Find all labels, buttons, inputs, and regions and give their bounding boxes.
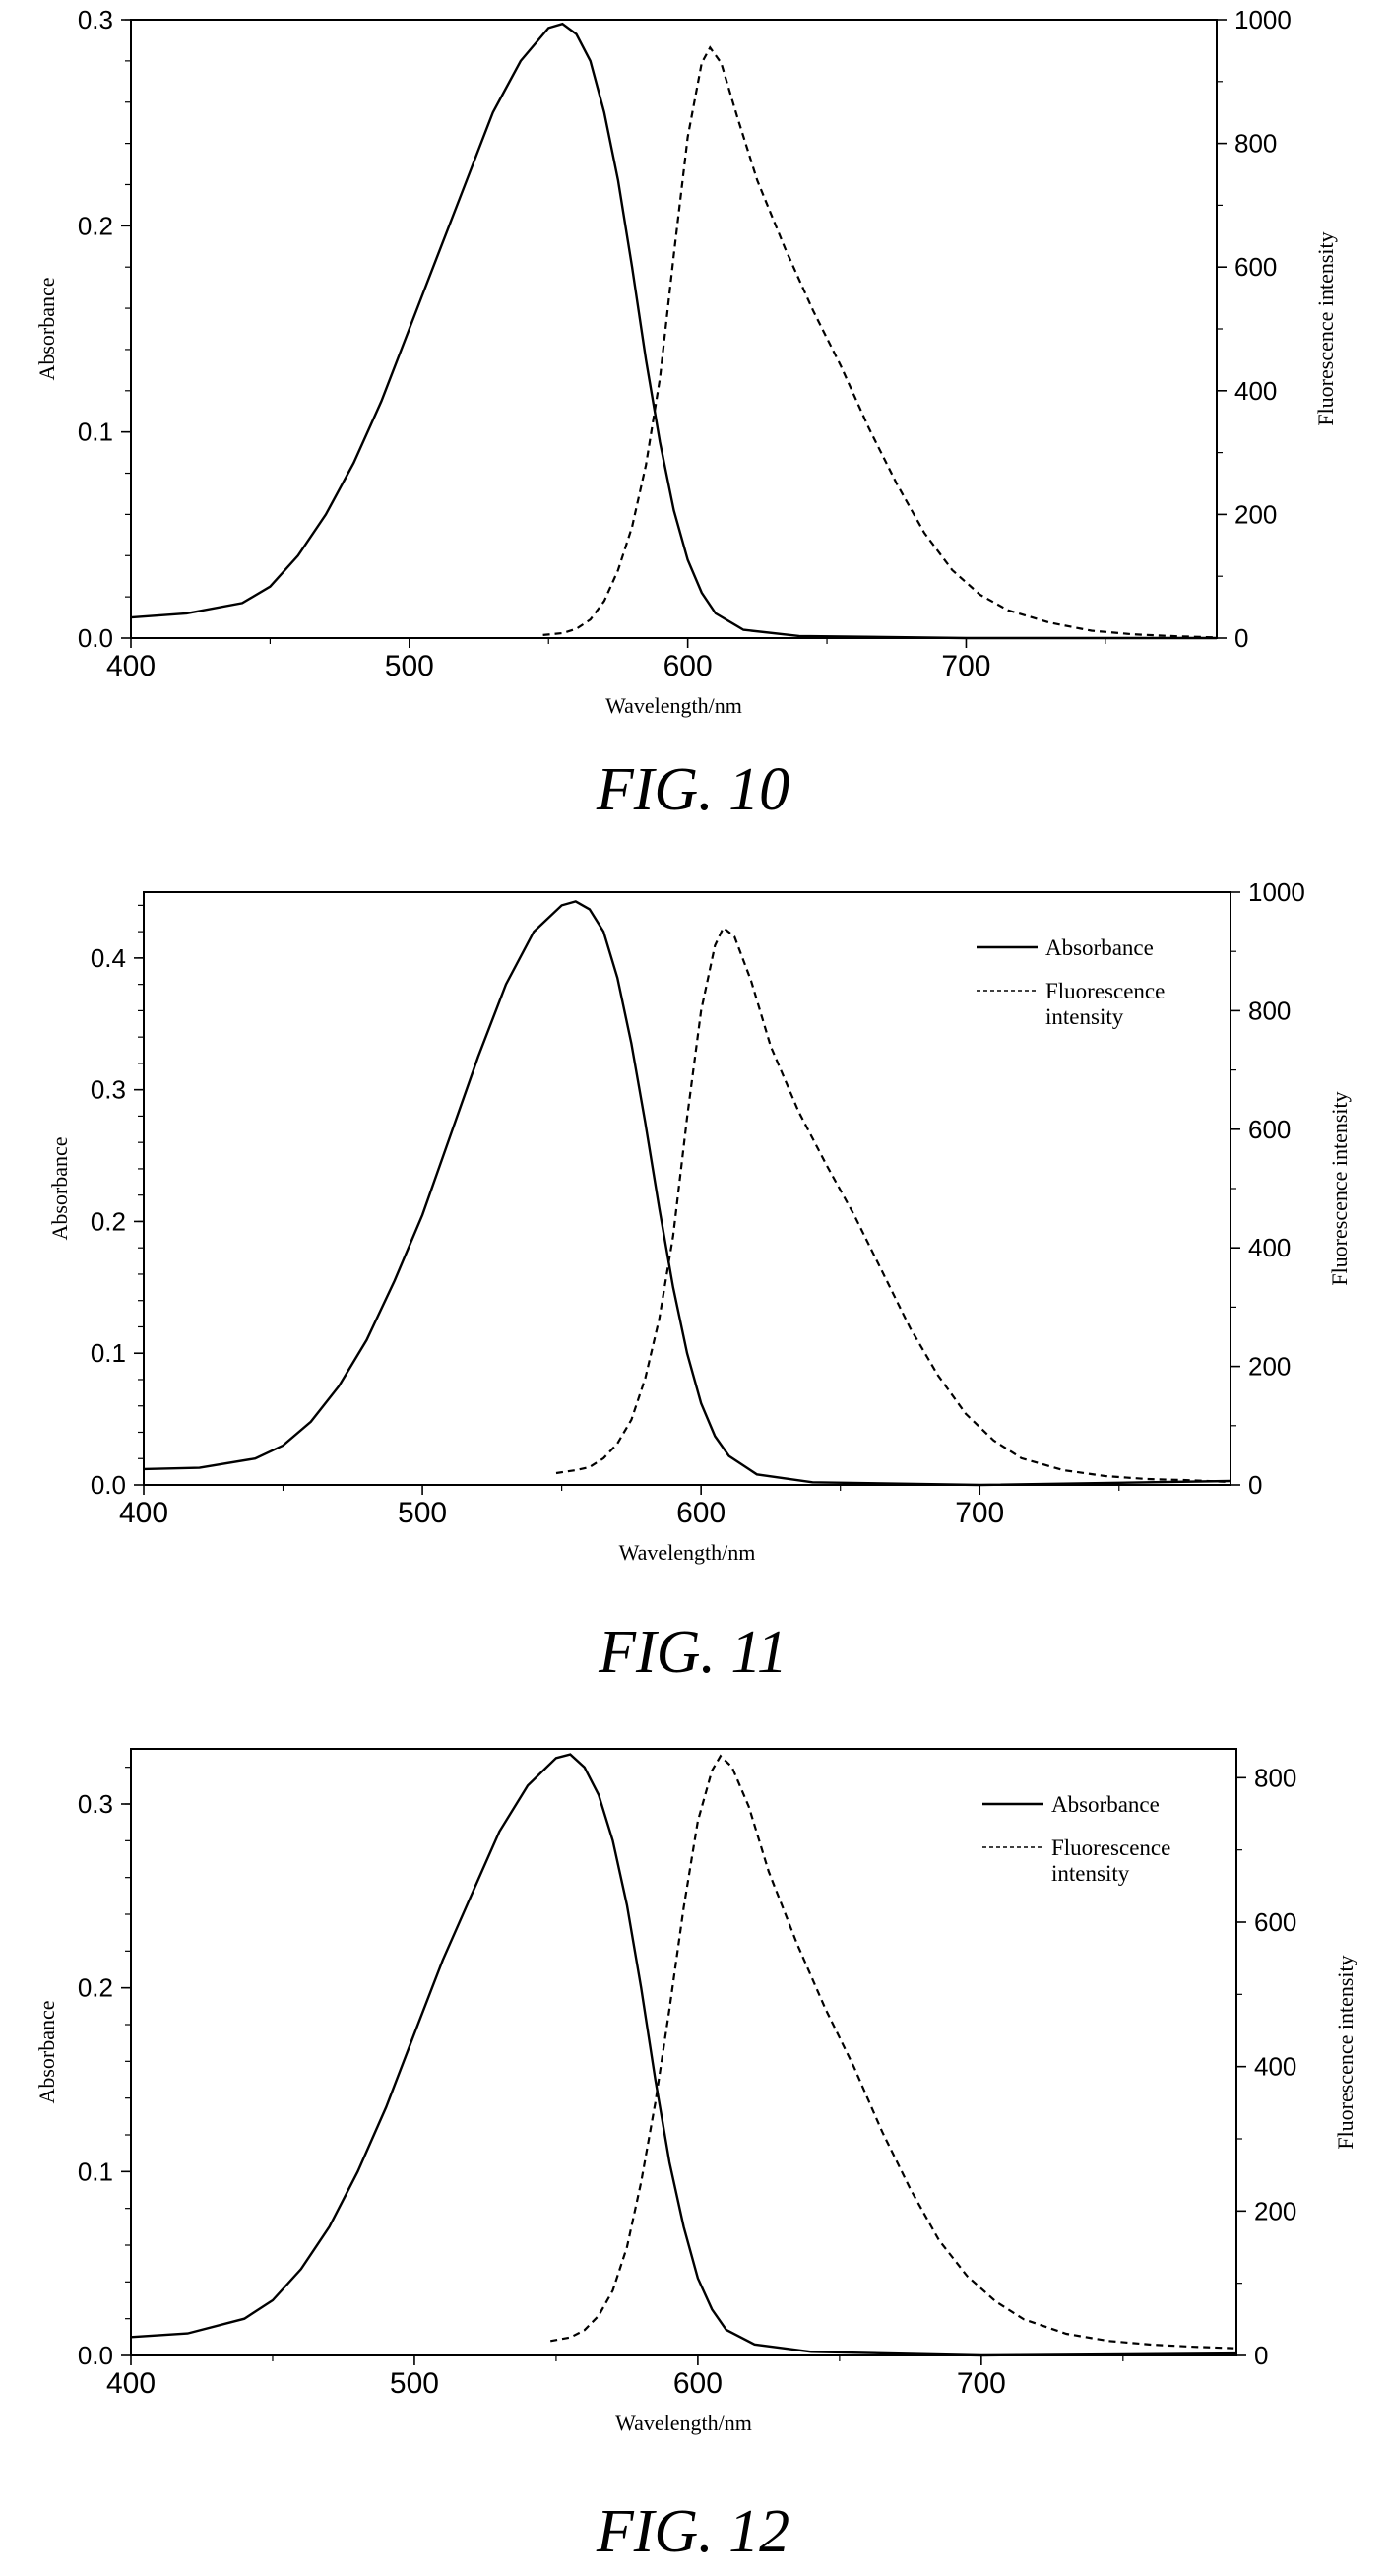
x-tick-label: 400 [119, 1497, 168, 1529]
figure-11: 400 500 600 700 0.0 0.1 0.2 0.3 0.4 0 200 400 600 800… [47, 877, 1352, 1686]
figure-12: 400 500 600 700 0.0 0.1 0.2 0.3 0 200 400 600 800 Ab… [34, 1748, 1357, 2565]
x-tick-label: 500 [385, 650, 434, 682]
x-tick-label: 400 [106, 650, 156, 682]
fluorescence-series-line [555, 926, 1231, 1484]
y-tick-label: 0.4 [91, 943, 126, 973]
y2-tick-label: 600 [1248, 1115, 1291, 1144]
x-axis-title: Wavelength/nm [615, 2411, 752, 2435]
y2-tick-label: 800 [1254, 1763, 1296, 1792]
legend-label-fluorescence-line2: intensity [1051, 1861, 1130, 1886]
absorbance-series-line [130, 22, 1217, 640]
y2-tick-label: 0 [1248, 1470, 1262, 1500]
fluorescence-series-line [542, 45, 1218, 639]
y2-axis-title: Fluorescence intensity [1313, 231, 1338, 425]
legend-label-fluorescence: Fluorescence [1051, 1835, 1170, 1860]
y-tick-label: 0.2 [78, 1973, 113, 2003]
chart-axes: 400 500 600 700 0.0 0.1 0.2 0.3 0 200 400 600 800 [78, 1748, 1296, 2400]
y-tick-label: 0.0 [78, 623, 113, 653]
y2-tick-label: 0 [1234, 623, 1248, 653]
y2-tick-label: 0 [1254, 2341, 1268, 2370]
figure-caption: FIG. 12 [596, 2498, 789, 2565]
figure-caption: FIG. 10 [596, 756, 789, 823]
y2-axis-title: Fluorescence intensity [1327, 1091, 1352, 1285]
x-tick-label: 700 [955, 1497, 1004, 1529]
y-tick-label: 0.0 [78, 2341, 113, 2370]
y2-tick-label: 800 [1248, 996, 1291, 1025]
x-tick-label: 400 [106, 2367, 156, 2400]
y-tick-label: 0.1 [78, 418, 113, 447]
y2-tick-label: 200 [1234, 499, 1277, 529]
x-tick-label: 500 [390, 2367, 439, 2400]
y2-tick-label: 1000 [1234, 5, 1292, 34]
chart-axes: 400 500 600 700 0.0 0.1 0.2 0.3 0 200 400 600 800 100… [78, 5, 1292, 682]
y-tick-label: 0.3 [78, 5, 113, 34]
figure-caption: FIG. 11 [598, 1619, 788, 1686]
fluorescence-series-line [550, 1754, 1237, 2350]
x-tick-label: 600 [676, 1497, 726, 1529]
y-tick-label: 0.2 [91, 1206, 126, 1236]
x-tick-label: 700 [941, 650, 990, 682]
legend-label-absorbance: Absorbance [1045, 935, 1154, 960]
chart-marks [143, 900, 1231, 1487]
legend-label-fluorescence: Fluorescence [1045, 979, 1165, 1003]
chart-marks [130, 1753, 1237, 2357]
y2-tick-label: 200 [1248, 1352, 1291, 1382]
y2-tick-label: 600 [1234, 252, 1277, 282]
y2-tick-label: 400 [1248, 1233, 1291, 1262]
y2-tick-label: 600 [1254, 1907, 1296, 1937]
y-axis-title: Absorbance [34, 277, 59, 380]
legend-label-fluorescence-line2: intensity [1045, 1004, 1124, 1029]
x-axis-title: Wavelength/nm [605, 693, 742, 718]
legend: Absorbance Fluorescence intensity [977, 935, 1165, 1029]
y2-tick-label: 800 [1234, 129, 1277, 159]
y2-tick-label: 400 [1234, 376, 1277, 406]
legend-label-absorbance: Absorbance [1051, 1792, 1160, 1817]
x-tick-label: 600 [673, 2367, 723, 2400]
y2-tick-label: 400 [1254, 2052, 1296, 2082]
y2-tick-label: 200 [1254, 2196, 1296, 2225]
absorbance-series-line [130, 1753, 1237, 2357]
y-tick-label: 0.1 [78, 2157, 113, 2186]
absorbance-series-line [143, 900, 1231, 1487]
x-tick-label: 700 [957, 2367, 1006, 2400]
plot-frame [130, 1748, 1237, 2356]
y-tick-label: 0.0 [91, 1470, 126, 1500]
y-tick-label: 0.3 [78, 1789, 113, 1819]
chart-marks [130, 22, 1218, 640]
y-tick-label: 0.3 [91, 1075, 126, 1105]
x-axis-title: Wavelength/nm [619, 1540, 756, 1565]
x-tick-label: 500 [398, 1497, 447, 1529]
y2-axis-title: Fluorescence intensity [1333, 1955, 1357, 2149]
figure-10: 400 500 600 700 0.0 0.1 0.2 0.3 0 200 400 600 800 100… [34, 5, 1338, 823]
chart-axes: 400 500 600 700 0.0 0.1 0.2 0.3 0.4 0 200 400 600 800… [91, 877, 1305, 1529]
legend: Absorbance Fluorescence intensity [982, 1792, 1170, 1886]
x-tick-label: 600 [663, 650, 713, 682]
y-axis-title: Absorbance [47, 1136, 72, 1240]
y-tick-label: 0.2 [78, 211, 113, 240]
y2-tick-label: 1000 [1248, 877, 1305, 907]
plot-frame [130, 19, 1218, 639]
y-axis-title: Absorbance [34, 2000, 59, 2103]
y-tick-label: 0.1 [91, 1338, 126, 1368]
